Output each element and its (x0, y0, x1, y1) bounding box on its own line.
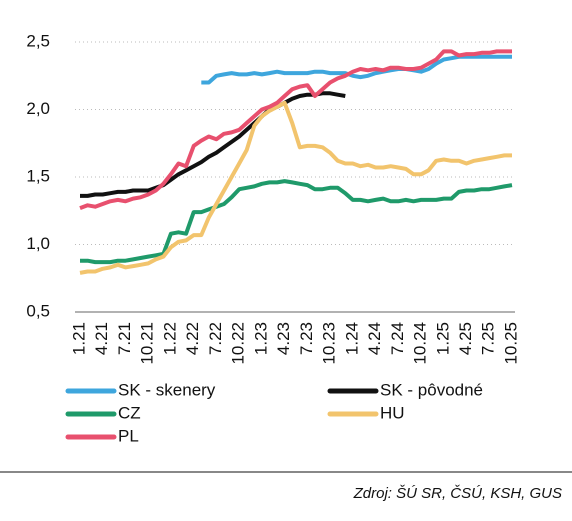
source: Zdroj: ŠÚ SR, ČSÚ, KSH, GUS (353, 485, 562, 502)
x-tick-label: 4.22 (183, 322, 202, 355)
x-tick-label: 1.25 (433, 322, 452, 355)
y-tick-label: 1,5 (26, 166, 50, 185)
x-tick-label: 1.23 (251, 322, 270, 355)
legend-label: HU (380, 403, 405, 422)
x-tick-label: 7.21 (115, 322, 134, 355)
x-tick-label: 1.21 (69, 322, 88, 355)
y-tick-label: 2,0 (26, 99, 50, 118)
legend-label: PL (118, 426, 139, 445)
y-tick-label: 1,0 (26, 234, 50, 253)
x-tick-label: 7.22 (206, 322, 225, 355)
series-line (80, 91, 346, 198)
x-tick-label: 4.23 (274, 322, 293, 355)
legend-label: SK - skenery (118, 380, 216, 399)
x-tick-label: 4.21 (92, 322, 111, 355)
x-tick-label: 1.22 (160, 322, 179, 355)
x-tick-label: 7.24 (388, 322, 407, 355)
x-tick-label: 10.24 (411, 322, 430, 365)
x-tick-label: 10.22 (229, 322, 248, 365)
x-tick-label: 10.25 (501, 322, 520, 365)
series-line (79, 49, 512, 210)
legend-label: CZ (118, 403, 141, 422)
x-tick-label: 10.23 (320, 322, 339, 365)
y-tick-label: 2,5 (26, 31, 50, 50)
x-tick-label: 7.23 (297, 322, 316, 355)
x-tick-label: 4.24 (365, 322, 384, 355)
series-line (79, 100, 512, 275)
x-tick-label: 1.24 (342, 322, 361, 355)
x-tick-label: 7.25 (479, 322, 498, 355)
y-tick-label: 0,5 (26, 301, 50, 320)
legend-label: SK - pôvodné (380, 380, 483, 399)
x-tick-label: 10.21 (138, 322, 157, 365)
x-tick-label: 4.25 (456, 322, 475, 355)
series-line (80, 179, 513, 265)
